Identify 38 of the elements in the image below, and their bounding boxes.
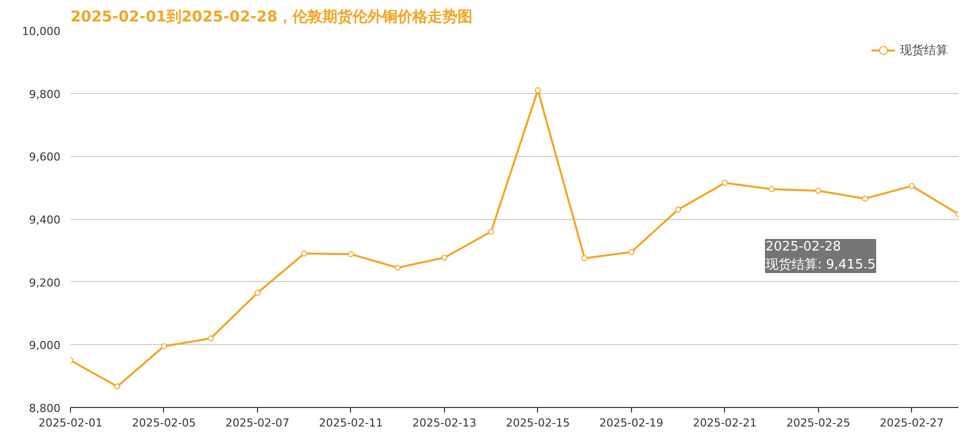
x-tick-label: 2025-02-13: [412, 416, 476, 430]
point: [114, 383, 120, 390]
point: [488, 228, 494, 235]
point: [908, 183, 915, 190]
y-tick-label: 10,000: [22, 25, 61, 38]
y-tick-label: 9,800: [29, 88, 61, 101]
x-tick-label: 2025-02-25: [786, 416, 850, 430]
point: [348, 251, 354, 258]
y-tick-label: 9,400: [29, 214, 61, 226]
y-tick-label: 9,000: [29, 339, 61, 352]
legend-label: 现货结算: [900, 42, 948, 58]
x-tick-label: 2025-02-19: [599, 416, 664, 430]
y-tick-label: 9,200: [29, 276, 61, 290]
point: [208, 335, 214, 342]
point: [628, 248, 634, 255]
annotation: 2025-02-28 现货结算: 9,415.5: [766, 240, 876, 272]
x-tick-label: 2025-02-21: [692, 416, 757, 430]
point: [394, 264, 401, 271]
x-tick-label: 2025-02-05: [132, 416, 196, 430]
point: [722, 180, 728, 186]
point: [534, 87, 541, 94]
point: [441, 254, 448, 261]
x-tick-label: 2025-02-07: [225, 416, 290, 430]
x-tick-label: 2025-02-11: [318, 416, 383, 430]
x-tick-label: 2025-02-27: [880, 416, 944, 430]
point: [301, 250, 308, 257]
x-tick-label: 2025-02-01: [38, 416, 102, 430]
x-tick-label: 2025-02-15: [506, 416, 570, 430]
point: [582, 255, 588, 262]
point: [768, 186, 775, 192]
point: [815, 188, 822, 194]
point: [254, 290, 260, 296]
y-tick-label: 9,600: [29, 150, 61, 164]
point: [160, 343, 167, 350]
y-tick-label: 8,800: [29, 402, 61, 415]
chart-title: 2025-02-01到2025-02-28，伦敦期货伦外铜价格走势图: [70, 8, 472, 26]
point: [675, 206, 682, 213]
point: [862, 196, 868, 202]
